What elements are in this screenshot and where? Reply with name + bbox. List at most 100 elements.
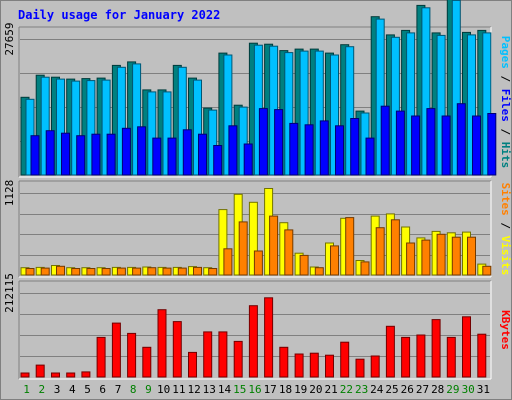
bar-files-3 — [56, 78, 65, 176]
x-tick-label-19: 19 — [294, 383, 307, 396]
bar-kbytes-29 — [446, 336, 456, 378]
bar-sites-30 — [467, 236, 476, 276]
bar-kbytes-19 — [294, 353, 304, 378]
bar-files-13 — [208, 109, 218, 176]
bar-sites-13 — [208, 268, 218, 276]
bar-sites-26 — [406, 242, 416, 276]
legend-segment: / — [499, 69, 512, 89]
panel-max-label: 212115 — [3, 273, 16, 313]
bar-sites-28 — [436, 233, 446, 276]
bar-sites-19 — [299, 254, 309, 276]
bar-files-15 — [238, 106, 248, 176]
bar-pages-2 — [45, 130, 55, 176]
bar-kbytes-17 — [264, 297, 274, 378]
legend-segment: / — [499, 122, 512, 142]
bar-sites-3 — [56, 265, 65, 276]
x-tick-label-11: 11 — [172, 383, 185, 396]
panel-legend: Sites / Visits — [499, 183, 512, 276]
bar-kbytes-13 — [203, 331, 213, 378]
bar-pages-21 — [335, 125, 344, 176]
bar-sites-6 — [101, 268, 111, 276]
bar-pages-6 — [106, 133, 116, 176]
bar-kbytes-15 — [233, 340, 243, 378]
x-tick-label-13: 13 — [203, 383, 216, 396]
bar-files-9 — [147, 91, 157, 176]
bar-pages-26 — [411, 115, 421, 176]
bar-pages-11 — [182, 129, 192, 176]
x-tick-label-29: 29 — [446, 383, 459, 396]
bar-kbytes-3 — [51, 372, 60, 378]
x-tick-label-30: 30 — [462, 383, 475, 396]
x-tick-label-27: 27 — [416, 383, 429, 396]
bar-pages-1 — [30, 135, 40, 176]
x-tick-label-6: 6 — [99, 383, 106, 396]
x-tick-label-17: 17 — [264, 383, 277, 396]
bar-kbytes-16 — [248, 305, 258, 378]
bar-files-31 — [482, 32, 492, 176]
chart-title: Daily usage for January 2022 — [18, 8, 221, 22]
bar-files-11 — [177, 66, 187, 176]
bar-sites-8 — [132, 267, 142, 276]
bar-pages-29 — [456, 103, 466, 176]
bar-sites-29 — [451, 236, 461, 276]
bar-files-2 — [40, 76, 50, 176]
bar-files-10 — [162, 91, 172, 176]
bar-pages-5 — [91, 133, 101, 176]
panel-legend: KBytes — [499, 310, 512, 350]
bar-pages-30 — [472, 115, 481, 176]
bar-pages-8 — [137, 126, 147, 176]
bar-pages-24 — [380, 105, 390, 176]
bar-sites-11 — [177, 267, 187, 276]
bar-kbytes-4 — [66, 372, 76, 378]
x-tick-label-5: 5 — [84, 383, 91, 396]
bar-kbytes-27 — [416, 334, 426, 378]
bar-sites-16 — [253, 250, 263, 276]
bar-files-26 — [406, 32, 416, 176]
bar-kbytes-1 — [20, 372, 30, 378]
bar-files-25 — [390, 36, 400, 176]
bar-pages-15 — [243, 143, 253, 176]
bar-files-12 — [193, 79, 202, 176]
bar-pages-19 — [304, 124, 314, 176]
bar-files-27 — [421, 7, 431, 176]
bar-pages-17 — [274, 109, 284, 176]
x-tick-label-12: 12 — [187, 383, 200, 396]
x-tick-label-8: 8 — [130, 383, 137, 396]
bar-sites-31 — [482, 265, 492, 276]
x-tick-label-24: 24 — [370, 383, 384, 396]
x-tick-label-2: 2 — [38, 383, 45, 396]
bar-files-22 — [345, 46, 355, 176]
bar-sites-21 — [330, 245, 339, 276]
x-tick-label-7: 7 — [115, 383, 122, 396]
bar-kbytes-26 — [401, 336, 411, 378]
x-tick-label-1: 1 — [23, 383, 30, 396]
bar-sites-27 — [421, 239, 431, 276]
x-tick-label-10: 10 — [157, 383, 170, 396]
bar-pages-12 — [198, 133, 207, 176]
x-tick-label-31: 31 — [477, 383, 490, 396]
bar-kbytes-6 — [96, 336, 106, 378]
bar-pages-18 — [289, 122, 299, 176]
panel-max-label: 27659 — [3, 22, 16, 55]
bar-sites-17 — [269, 215, 279, 276]
bar-files-4 — [71, 80, 81, 176]
panel-max-label: 1128 — [3, 180, 16, 207]
bar-pages-13 — [213, 145, 223, 176]
bar-pages-28 — [441, 115, 451, 176]
bar-sites-12 — [193, 266, 202, 276]
bar-files-5 — [86, 80, 96, 176]
x-tick-label-25: 25 — [385, 383, 398, 396]
bar-kbytes-8 — [127, 332, 137, 378]
bar-pages-4 — [76, 135, 86, 176]
x-tick-label-15: 15 — [233, 383, 246, 396]
bar-kbytes-10 — [157, 309, 167, 378]
bar-kbytes-28 — [431, 319, 441, 378]
x-tick-label-18: 18 — [279, 383, 292, 396]
bar-pages-14 — [228, 125, 238, 176]
bar-pages-22 — [350, 118, 360, 176]
bar-sites-7 — [116, 267, 126, 276]
bar-visits-16 — [248, 201, 258, 276]
bar-sites-5 — [86, 268, 96, 276]
bar-files-29 — [451, 0, 461, 176]
